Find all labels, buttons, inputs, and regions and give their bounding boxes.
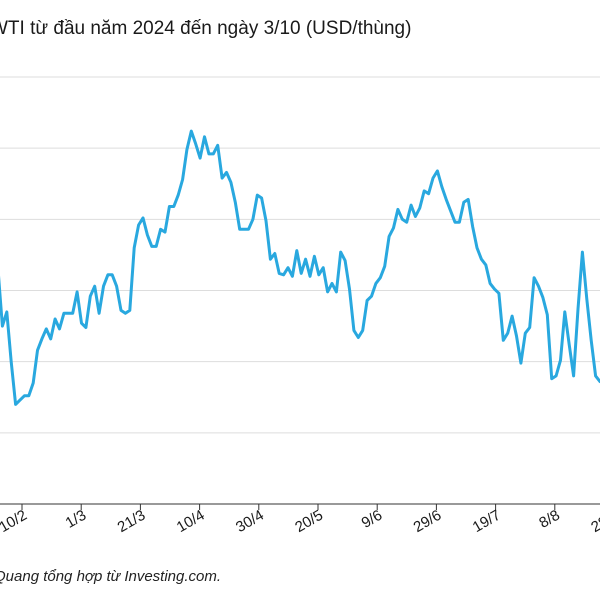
x-tick-label: 28/8: [588, 507, 600, 536]
wti-price-line: [0, 129, 600, 406]
x-tick-label: 20/5: [292, 507, 326, 536]
x-tick-label: 21/3: [115, 507, 149, 536]
x-tick-label: 10/2: [0, 507, 30, 536]
x-tick-label: 8/8: [536, 507, 563, 532]
chart-title: WTI từ đầu năm 2024 đến ngày 3/10 (USD/t…: [0, 18, 412, 39]
gridlines: [0, 76, 600, 434]
x-tick-label: 1/3: [63, 507, 90, 532]
x-tick-label: 10/4: [174, 507, 208, 536]
x-tick-label: 9/6: [359, 507, 386, 532]
x-tick-label: 29/6: [411, 507, 445, 536]
x-ticks: 10/2 1/3 21/3 10/4 30/4 20/5 9/6 29/6 19/7 8/8 28/…: [0, 504, 600, 536]
x-tick-label: 30/4: [233, 507, 267, 536]
x-tick-label: 19/7: [470, 507, 504, 536]
source-note: Quang tổng hợp từ Investing.com.: [0, 568, 222, 585]
